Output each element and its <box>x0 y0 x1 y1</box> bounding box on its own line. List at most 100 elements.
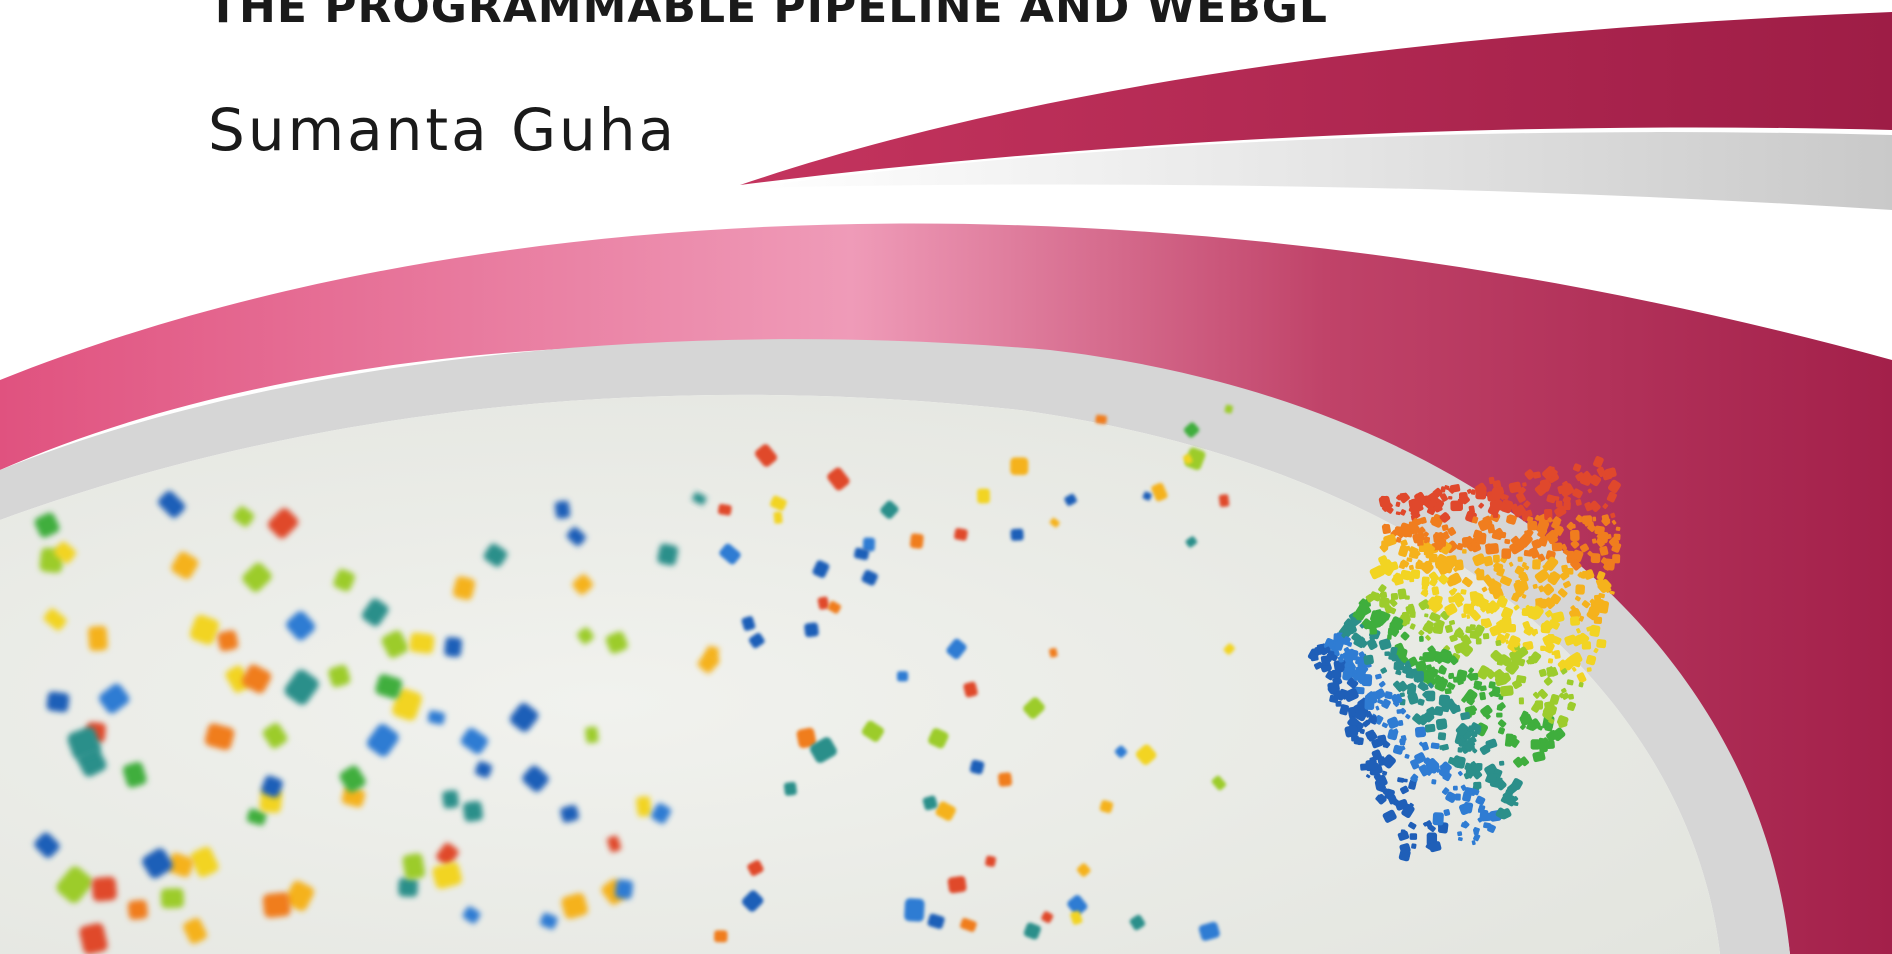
particle <box>539 912 558 930</box>
particle <box>1462 576 1473 588</box>
particle <box>697 651 720 674</box>
particle <box>1352 611 1360 619</box>
particle <box>977 488 991 504</box>
particle <box>1515 646 1529 659</box>
particle <box>246 808 267 826</box>
particle <box>1465 536 1474 545</box>
particle <box>392 688 422 721</box>
particle <box>1540 622 1551 634</box>
particle <box>1399 492 1406 500</box>
particle <box>462 906 481 924</box>
particle <box>1546 494 1556 504</box>
particle <box>1438 694 1451 707</box>
particle <box>1496 596 1508 608</box>
particle <box>1410 497 1422 510</box>
particle <box>1142 491 1152 501</box>
particle <box>1400 785 1409 795</box>
particle <box>1390 620 1398 628</box>
particle <box>1395 501 1401 507</box>
particle <box>1387 716 1400 729</box>
particle <box>1550 593 1562 605</box>
particle <box>1377 698 1384 705</box>
particle <box>1487 600 1500 613</box>
particle <box>817 596 830 610</box>
particle <box>268 508 299 539</box>
particle <box>1327 682 1339 695</box>
particle <box>1532 750 1546 763</box>
particle <box>1480 812 1492 822</box>
particle <box>1518 571 1527 579</box>
particle <box>1578 681 1584 688</box>
particle <box>436 842 459 866</box>
particle <box>1501 548 1512 559</box>
particle <box>1393 680 1403 691</box>
particle <box>375 674 403 699</box>
particle <box>1551 611 1565 624</box>
particle <box>1444 603 1458 616</box>
particle <box>1587 488 1593 494</box>
particle <box>1592 516 1597 522</box>
particle <box>1586 667 1592 672</box>
particle <box>1428 841 1442 853</box>
particle <box>1414 752 1426 764</box>
particle <box>1467 725 1475 733</box>
particle <box>928 728 949 749</box>
particle <box>1418 741 1424 747</box>
particle <box>1466 488 1472 494</box>
particle <box>1379 543 1389 553</box>
particle <box>1422 690 1430 699</box>
particle <box>1471 516 1479 524</box>
particle <box>1067 895 1088 916</box>
particle <box>1448 674 1454 680</box>
particle <box>1403 778 1408 783</box>
particle <box>1446 575 1458 587</box>
particle <box>1576 672 1587 683</box>
particle <box>1567 657 1573 663</box>
particle <box>341 786 366 808</box>
particle <box>1432 812 1444 826</box>
particle <box>1398 544 1409 558</box>
particle <box>748 632 765 649</box>
particle <box>1381 754 1396 769</box>
particle <box>1393 700 1400 707</box>
particle <box>46 691 70 713</box>
particle <box>969 759 985 775</box>
particle <box>1581 570 1588 578</box>
particle <box>1448 620 1456 626</box>
particle <box>1099 800 1114 814</box>
particle <box>960 917 977 932</box>
particle <box>1384 651 1391 656</box>
particle <box>160 888 184 909</box>
particle <box>1427 824 1436 833</box>
particle <box>1373 688 1386 700</box>
particle <box>1334 662 1345 672</box>
particle <box>773 511 783 524</box>
particle <box>1544 641 1555 654</box>
particle <box>1417 714 1429 726</box>
particle <box>741 890 764 912</box>
particle <box>183 917 208 944</box>
particle <box>1365 774 1371 779</box>
particle <box>1547 658 1554 664</box>
particle <box>1420 589 1429 597</box>
particle <box>1346 621 1352 627</box>
particle <box>1570 524 1576 529</box>
particle <box>242 562 272 592</box>
particle <box>1611 519 1617 525</box>
particle <box>1344 725 1359 738</box>
particle <box>1531 701 1542 713</box>
particle <box>1507 782 1519 794</box>
particle <box>1449 703 1460 715</box>
particle <box>561 893 588 919</box>
particle <box>1407 692 1419 705</box>
particle <box>1429 612 1441 623</box>
particle <box>1502 791 1514 803</box>
particle <box>1518 486 1526 495</box>
particle <box>1462 820 1470 828</box>
particle <box>427 710 446 725</box>
particle <box>719 543 741 565</box>
particle <box>1461 613 1467 618</box>
particle <box>1466 614 1471 619</box>
particle <box>1433 504 1443 513</box>
particle <box>1425 620 1434 629</box>
